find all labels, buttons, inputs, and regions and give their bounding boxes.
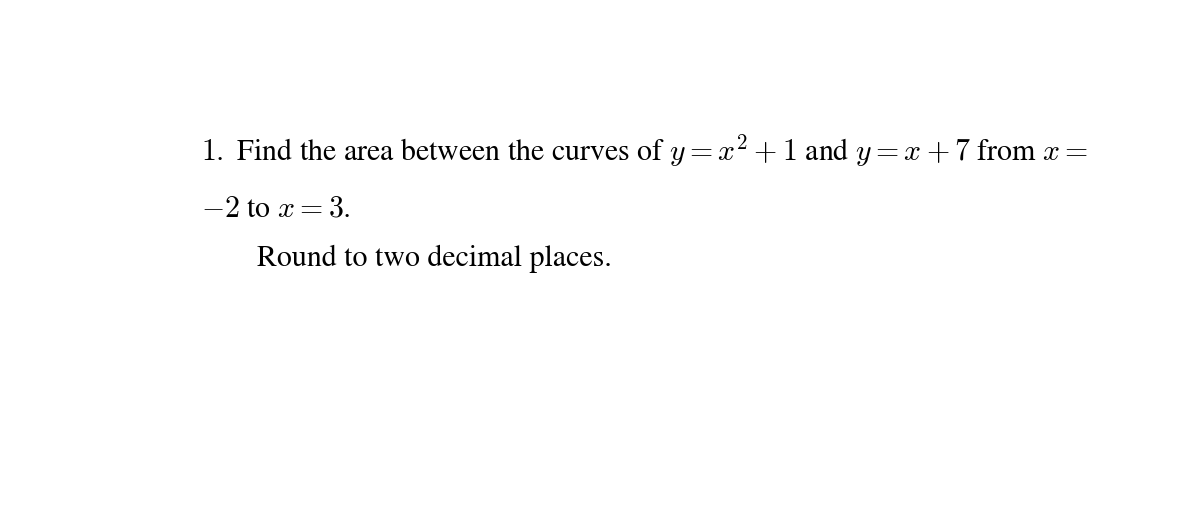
Text: $-2$ to $x = 3.$: $-2$ to $x = 3.$ xyxy=(202,196,350,223)
Text: $\mathbf{1.}$ Find the area between the curves of $y = x^2 + 1$ and $y = x + 7$ : $\mathbf{1.}$ Find the area between the … xyxy=(202,133,1088,169)
Text: Round to two decimal places.: Round to two decimal places. xyxy=(257,245,612,273)
